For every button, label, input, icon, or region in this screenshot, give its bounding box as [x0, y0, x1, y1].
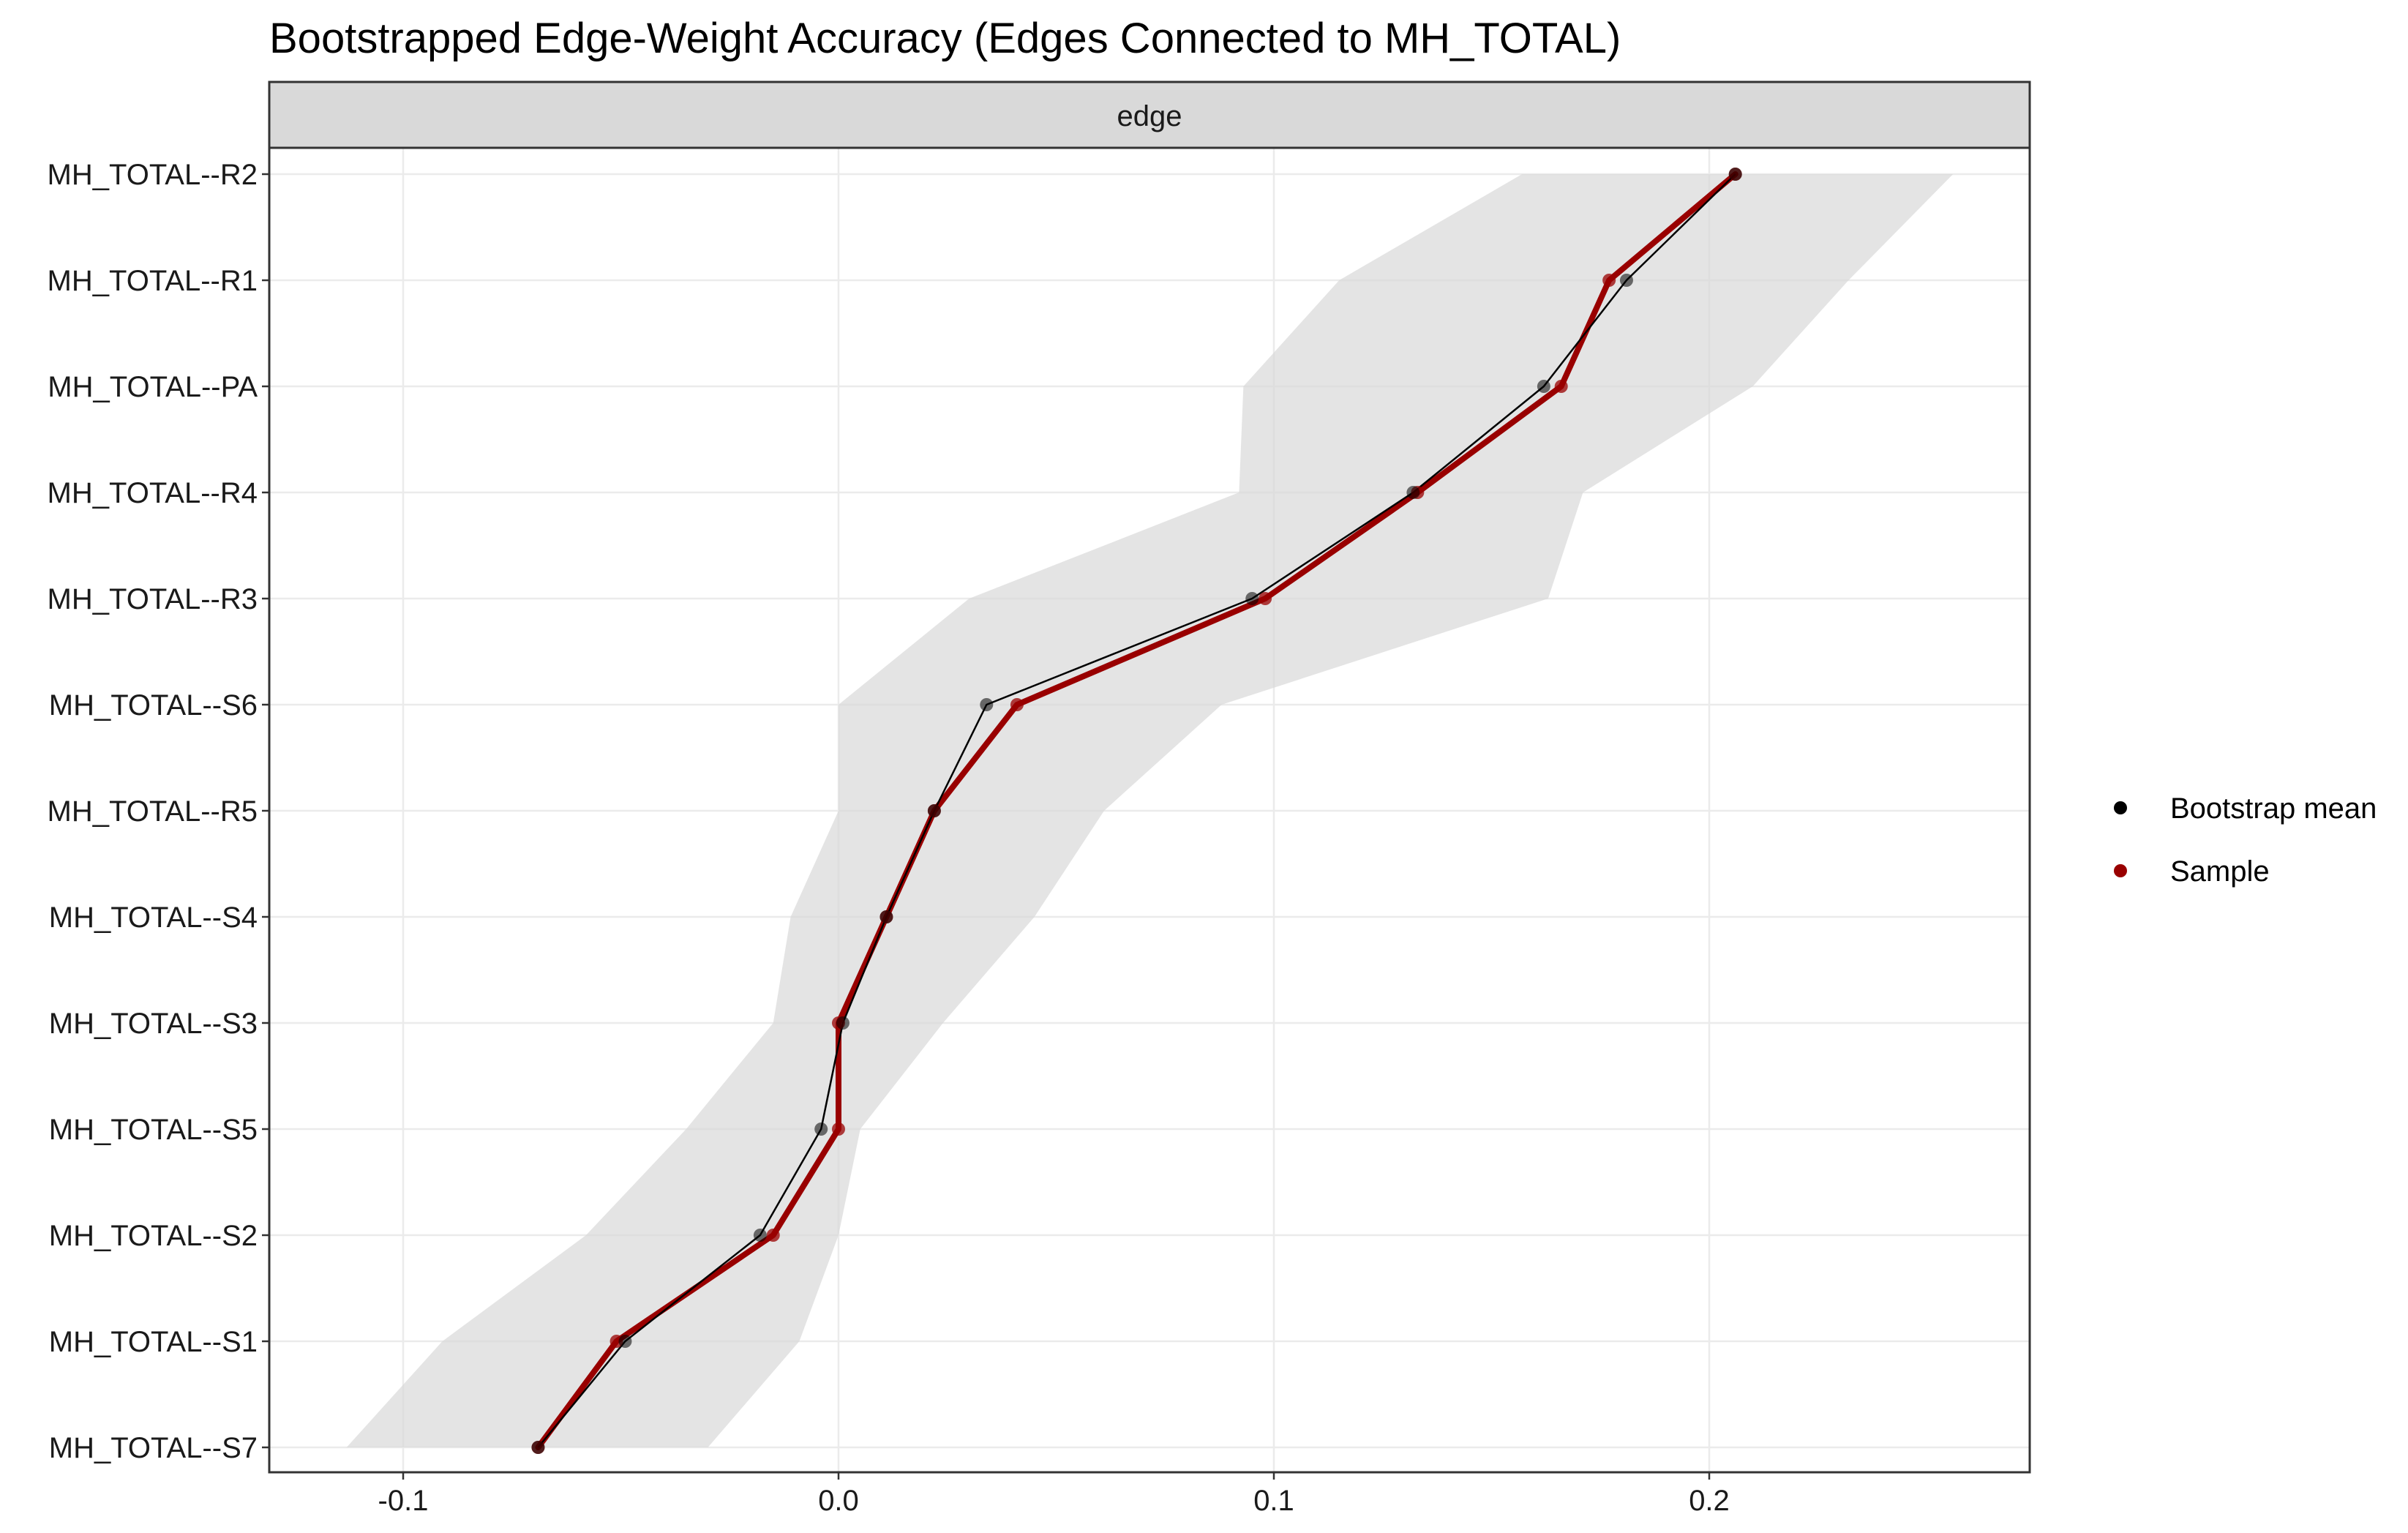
- bootstrap-mean-point: [1619, 274, 1633, 287]
- y-tick-label: MH_TOTAL--S4: [49, 902, 258, 934]
- bootstrap-mean-point: [879, 910, 893, 923]
- facet-strip-label: edge: [1117, 100, 1182, 132]
- bootstrap-mean-point: [1245, 592, 1259, 605]
- bootstrap-mean-point: [980, 698, 994, 711]
- x-tick-label: -0.1: [378, 1485, 429, 1517]
- sample-point: [1010, 698, 1024, 711]
- plot-panel: [268, 146, 2031, 1474]
- legend-label: Bootstrap mean: [2170, 792, 2377, 825]
- bootstrap-mean-point: [1537, 380, 1550, 393]
- y-tick-label: MH_TOTAL--PA: [48, 371, 258, 403]
- bootstrap-mean-point: [927, 804, 941, 817]
- y-tick-label: MH_TOTAL--S1: [49, 1326, 258, 1358]
- sample-point: [1554, 380, 1568, 393]
- bootstrap-mean-point: [753, 1229, 767, 1242]
- sample-point: [1602, 274, 1616, 287]
- sample-point: [1259, 592, 1272, 605]
- y-tick-label: MH_TOTAL--R3: [48, 583, 258, 615]
- y-tick-label: MH_TOTAL--R1: [48, 265, 258, 297]
- y-tick-label: MH_TOTAL--R2: [48, 159, 258, 191]
- bootstrap-mean-point: [836, 1016, 849, 1030]
- y-tick-label: MH_TOTAL--R4: [48, 477, 258, 509]
- confidence-band: [346, 174, 1954, 1447]
- x-tick-label: 0.2: [1689, 1485, 1730, 1517]
- legend-key: [2114, 801, 2127, 814]
- bootstrap-mean-point: [531, 1441, 545, 1454]
- x-tick-label: 0.0: [818, 1485, 859, 1517]
- x-tick-label: 0.1: [1253, 1485, 1294, 1517]
- y-tick-label: MH_TOTAL--S3: [49, 1008, 258, 1040]
- sample-point: [832, 1122, 845, 1136]
- y-tick-label: MH_TOTAL--S2: [49, 1220, 258, 1252]
- y-tick-label: MH_TOTAL--R5: [48, 795, 258, 828]
- facet-strip: [268, 80, 2031, 149]
- legend-label: Sample: [2170, 855, 2270, 888]
- bootstrap-mean-point: [814, 1122, 828, 1136]
- y-tick-label: MH_TOTAL--S6: [49, 689, 258, 721]
- bootstrap-mean-point: [1406, 486, 1420, 499]
- legend-key: [2114, 864, 2127, 877]
- y-tick-label: MH_TOTAL--S7: [49, 1432, 258, 1464]
- y-tick-label: MH_TOTAL--S5: [49, 1114, 258, 1146]
- bootstrap-mean-point: [618, 1335, 632, 1348]
- bootstrap-mean-point: [1728, 168, 1742, 181]
- legend: Bootstrap mean Sample: [2114, 792, 2377, 888]
- sample-point: [766, 1229, 780, 1242]
- chart-title: Bootstrapped Edge-Weight Accuracy (Edges…: [269, 15, 1621, 62]
